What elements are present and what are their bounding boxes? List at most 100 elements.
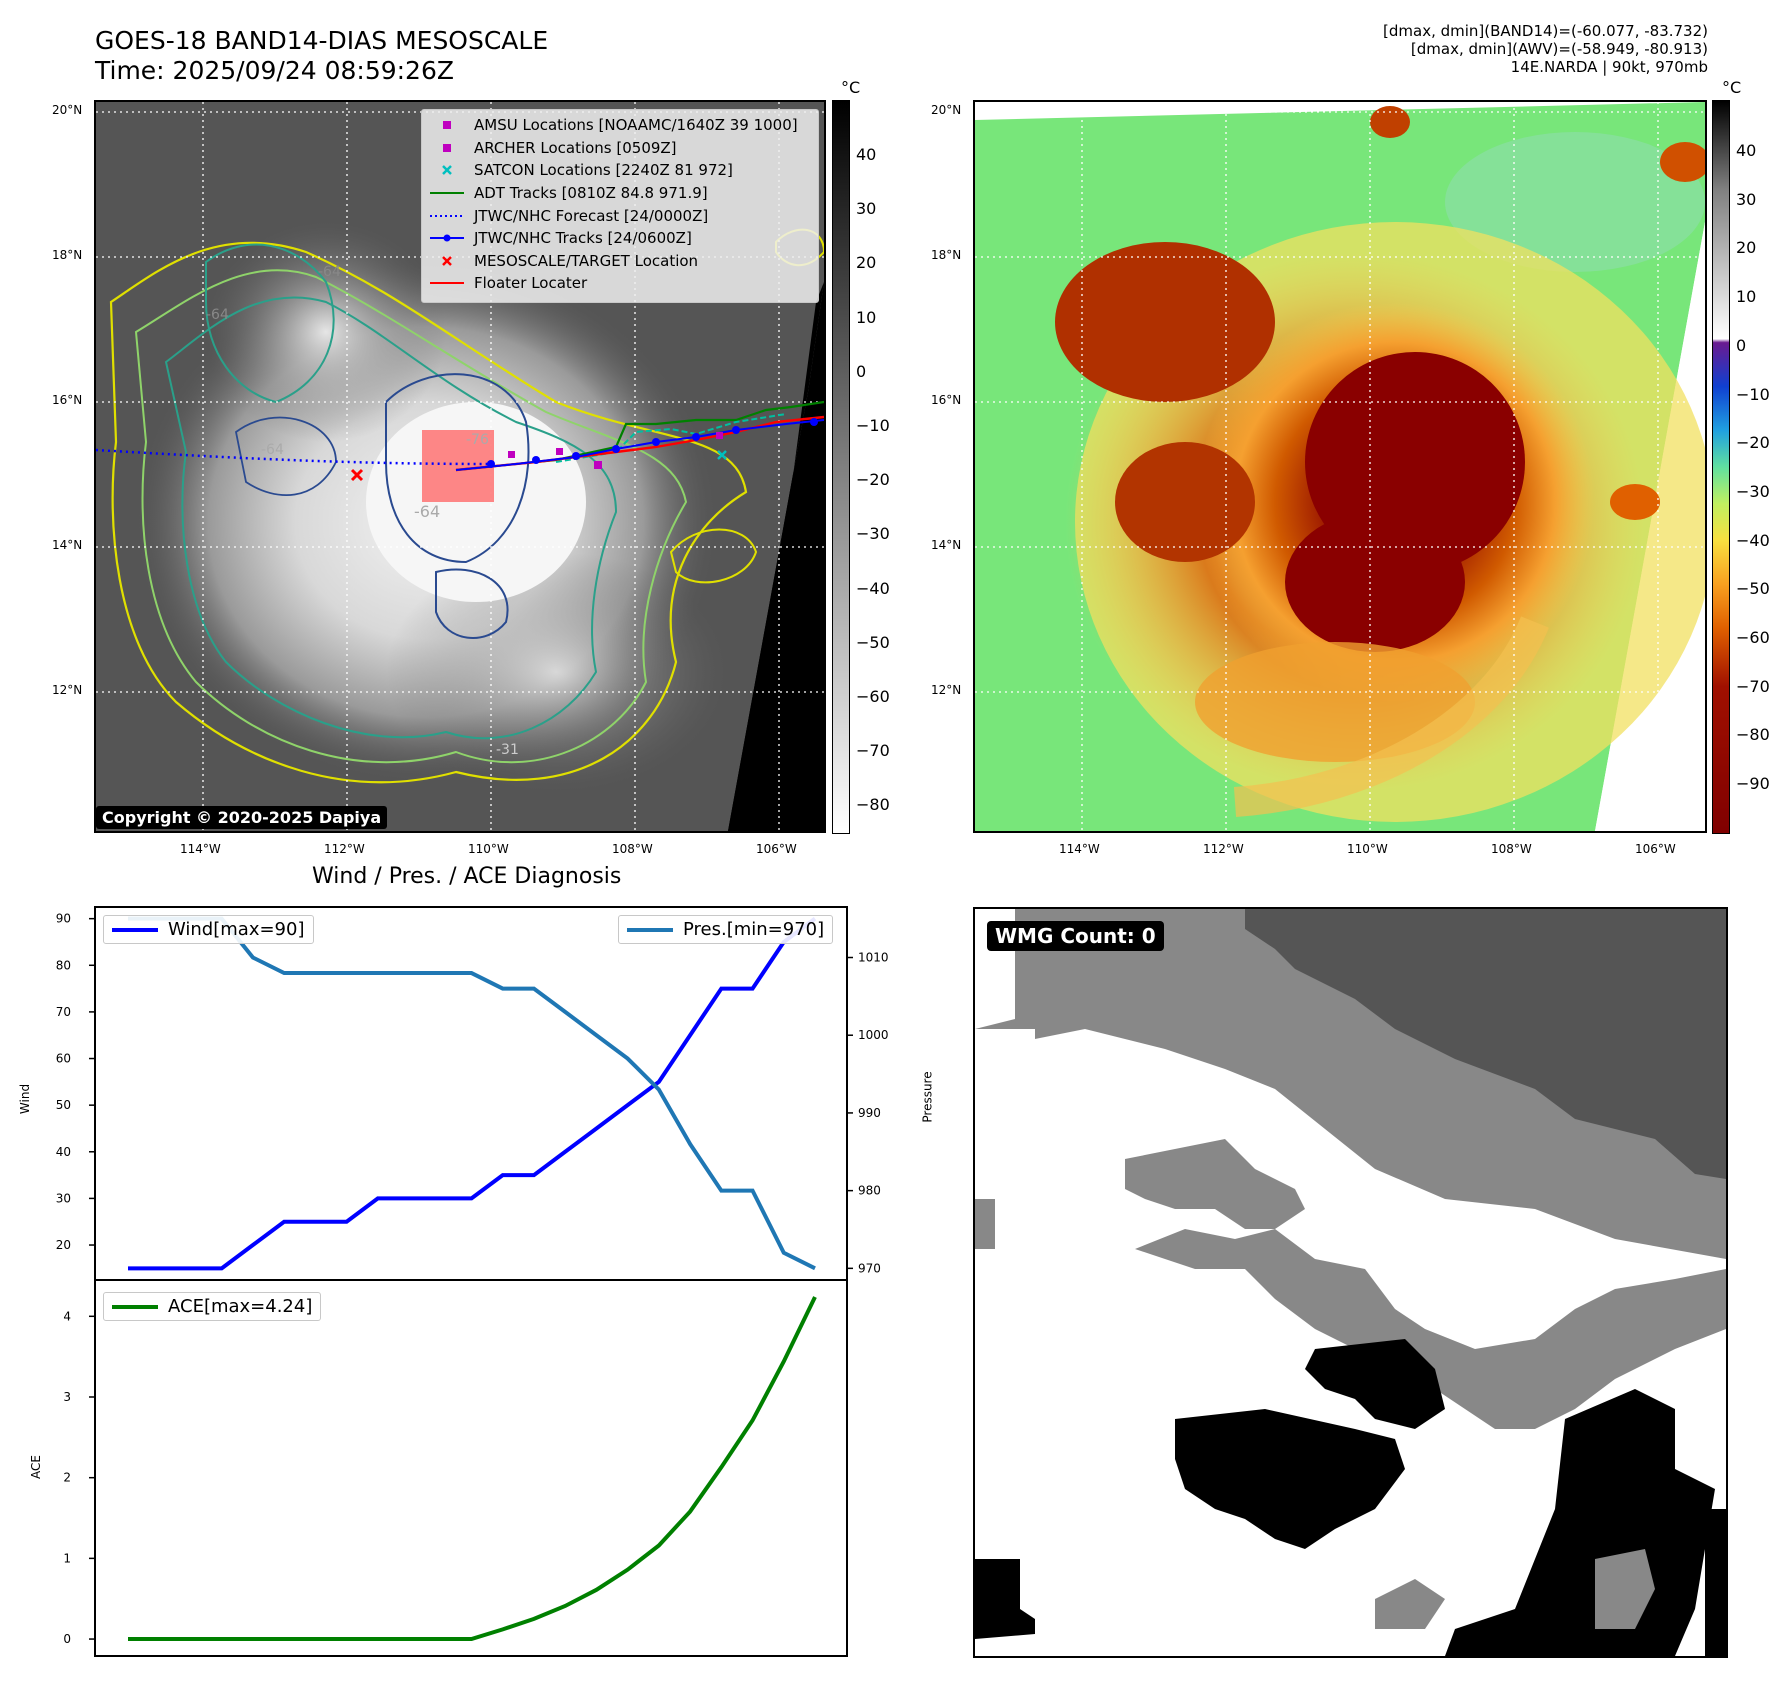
legend-item-adt: ADT Tracks [0810Z 84.8 971.9] — [428, 182, 810, 205]
axis-tick-label: 20 — [56, 1238, 71, 1252]
colorbar-unit: °C — [841, 78, 861, 97]
contour-label: -64 — [206, 307, 229, 323]
colorbar-tick-label: −60 — [1736, 628, 1770, 647]
line-legend-icon — [112, 1304, 158, 1309]
pressure-axis-label: Pressure — [920, 1071, 935, 1123]
colorbar-tick-label: −10 — [856, 416, 890, 435]
axis-tick-label: 3 — [63, 1390, 71, 1404]
lat-label: 16°N — [52, 393, 83, 407]
colorbar-tick-label: −30 — [1736, 481, 1770, 501]
line-legend-icon — [112, 927, 158, 932]
lat-label: 16°N — [931, 393, 962, 407]
x-marker-icon — [442, 165, 452, 176]
lat-label: 12°N — [52, 683, 83, 697]
legend-label: Floater Locater — [474, 274, 588, 293]
contour-label: -64 — [318, 264, 341, 280]
ace-series-line — [128, 1296, 817, 1642]
colorbar-tick-label: 40 — [856, 145, 877, 164]
lon-label: 114°W — [180, 842, 221, 856]
wind-legend: Wind[max=90] — [103, 915, 314, 944]
line-legend-icon — [627, 927, 673, 932]
contour-label: -64 — [414, 502, 441, 521]
ir-satellite-panel: -64 -64 -64 -76 -64 -31 AMSU Locations [… — [94, 100, 826, 833]
contour-label: -64 — [261, 442, 284, 458]
colorbar-awv — [1712, 100, 1730, 834]
axis-tick-label: 30 — [56, 1191, 71, 1205]
legend-label: ADT Tracks [0810Z 84.8 971.9] — [474, 184, 708, 203]
legend-label: MESOSCALE/TARGET Location — [474, 251, 699, 270]
lon-label: 110°W — [1347, 842, 1388, 856]
axis-tick-label: 1000 — [858, 1028, 889, 1042]
colorbar-grayscale — [832, 100, 850, 834]
wmg-image — [975, 909, 1726, 1656]
legend-label: JTWC/NHC Tracks [24/0600Z] — [474, 229, 692, 248]
legend-item-forecast: JTWC/NHC Forecast [24/0000Z] — [428, 204, 810, 227]
lat-label: 12°N — [931, 683, 962, 697]
diagnosis-title: Wind / Pres. / ACE Diagnosis — [312, 864, 622, 889]
colorbar-tick-label: 10 — [856, 307, 877, 327]
lon-label: 108°W — [1491, 842, 1532, 856]
colorbar-tick-label: −90 — [1736, 774, 1770, 794]
colorbar-tick-label: 20 — [856, 253, 877, 273]
wind-series-line — [128, 917, 817, 1271]
colorbar-tick-label: −60 — [856, 687, 890, 706]
colorbar-tick-label: −20 — [856, 470, 890, 490]
square-marker-icon — [443, 143, 451, 152]
dotted-line-icon — [430, 214, 464, 217]
colorbar-tick-label: −40 — [856, 578, 890, 598]
lon-label: 106°W — [1635, 842, 1676, 856]
legend-label: ACE[max=4.24] — [168, 1296, 313, 1317]
dmax-band14: [dmax, dmin](BAND14)=(-60.077, -83.732) — [1383, 22, 1708, 40]
lon-label: 106°W — [756, 842, 797, 856]
lat-label: 18°N — [931, 248, 962, 262]
pressure-legend: Pres.[min=970] — [618, 915, 834, 944]
ace-legend: ACE[max=4.24] — [103, 1292, 322, 1321]
axis-tick-label: 40 — [56, 1145, 71, 1159]
colorbar-tick-label: −40 — [1736, 530, 1770, 550]
colorbar-tick-label: −70 — [856, 741, 890, 761]
legend-label: Wind[max=90] — [168, 919, 305, 940]
axis-tick-label: 980 — [858, 1184, 881, 1198]
legend-label: SATCON Locations [2240Z 81 972] — [474, 161, 733, 180]
legend-item-amsu: AMSU Locations [NOAAMC/1640Z 39 1000] — [428, 114, 810, 137]
axis-tick-label: 70 — [56, 1005, 71, 1019]
figure-title: GOES-18 BAND14-DIAS MESOSCALE — [95, 26, 549, 55]
lon-label: 112°W — [1203, 842, 1244, 856]
colorbar-tick-label: −50 — [856, 632, 890, 652]
colorbar-tick-label: 0 — [1736, 335, 1747, 355]
x-marker-icon — [442, 255, 452, 266]
colorbar-tick-label: −80 — [856, 795, 890, 815]
awv-satellite-panel — [973, 100, 1707, 833]
legend-item-archer: ARCHER Locations [0509Z] — [428, 137, 810, 160]
axis-tick-label: 1 — [63, 1551, 71, 1565]
legend-label: AMSU Locations [NOAAMC/1640Z 39 1000] — [474, 116, 798, 135]
wmg-panel: WMG Count: 0 — [973, 907, 1728, 1658]
lat-label: 20°N — [52, 103, 83, 117]
legend-item-floater: Floater Locater — [428, 272, 810, 295]
axis-tick-label: 0 — [63, 1632, 71, 1646]
square-marker-icon — [443, 121, 451, 130]
diagnosis-chart: 20 30 40 50 60 70 80 90 970 980 990 1000 1010 0 1 2 3 4 — [56, 906, 889, 1657]
contour-label: -31 — [496, 742, 519, 758]
axis-tick-label: 4 — [63, 1309, 71, 1323]
lat-label: 14°N — [931, 538, 962, 552]
wmg-count-label: WMG Count: 0 — [987, 921, 1164, 951]
storm-info: [dmax, dmin](BAND14)=(-60.077, -83.732) … — [1008, 22, 1708, 76]
figure-time: Time: 2025/09/24 08:59:26Z — [95, 56, 454, 85]
axis-tick-label: 50 — [56, 1098, 71, 1112]
legend-item-satcon: SATCON Locations [2240Z 81 972] — [428, 159, 810, 182]
line-marker-icon — [430, 282, 464, 285]
legend-item-mesoscale: MESOSCALE/TARGET Location — [428, 250, 810, 273]
colorbar-unit: °C — [1722, 78, 1742, 97]
legend-label: JTWC/NHC Forecast [24/0000Z] — [474, 206, 709, 225]
axis-tick-label: 970 — [858, 1261, 881, 1275]
wind-axis-label: Wind — [18, 1083, 33, 1115]
ace-axis-label: ACE — [28, 1455, 43, 1479]
dmax-awv: [dmax, dmin](AWV)=(-58.949, -80.913) — [1410, 40, 1708, 58]
axis-tick-label: 80 — [56, 958, 71, 972]
axis-tick-label: 2 — [63, 1471, 71, 1485]
pressure-series-line — [128, 916, 816, 1271]
awv-satellite-image — [975, 102, 1705, 831]
colorbar-tick-label: 30 — [856, 199, 877, 219]
copyright-label: Copyright © 2020-2025 Dapiya — [96, 806, 388, 829]
